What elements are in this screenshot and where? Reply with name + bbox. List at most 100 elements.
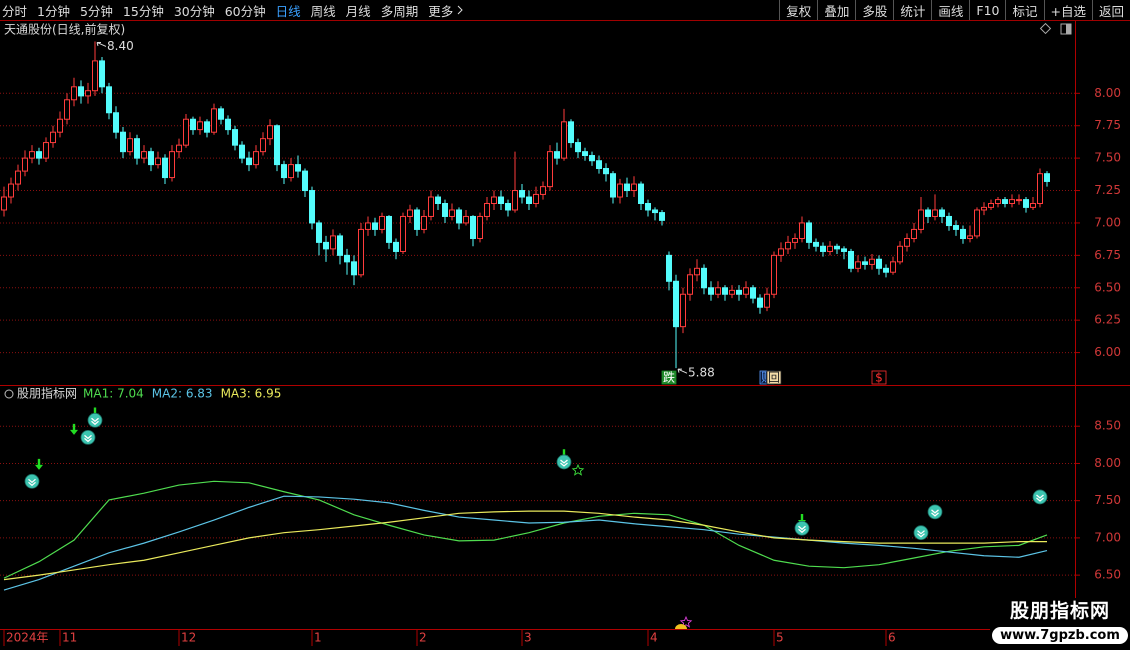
annotation-label: 8.40 <box>107 39 134 53</box>
candle-body <box>673 280 679 328</box>
y-tick-label: 6.75 <box>1094 248 1121 262</box>
event-badge <box>871 370 887 385</box>
tool-button[interactable]: 返回 <box>1091 0 1130 20</box>
candle-body <box>127 138 133 153</box>
candle-body <box>169 151 175 179</box>
candle-body <box>71 86 77 101</box>
candle-body <box>1002 199 1008 205</box>
period-tab[interactable]: 更多 <box>428 3 454 19</box>
candle-body <box>680 293 686 328</box>
tool-button[interactable]: 标记 <box>1005 0 1043 20</box>
candle-body <box>876 258 882 269</box>
tool-button[interactable]: 多股 <box>855 0 893 20</box>
month-label: 12 <box>181 631 196 645</box>
candle-body <box>995 199 1001 205</box>
y-tick-label: 6.00 <box>1094 345 1121 359</box>
candle-body <box>414 209 420 230</box>
signal-dot <box>24 473 40 489</box>
event-badge <box>661 370 677 385</box>
candle-body <box>274 125 280 166</box>
candle-body <box>477 215 483 240</box>
candle-body <box>582 151 588 157</box>
candle-body <box>946 215 952 227</box>
tool-button[interactable]: F10 <box>969 0 1005 20</box>
period-tab[interactable]: 5分钟 <box>79 3 113 19</box>
y-tick-label: 6.50 <box>1094 280 1121 294</box>
candle-body <box>365 222 371 230</box>
candle-body <box>652 209 658 214</box>
tool-button[interactable]: 画线 <box>931 0 969 20</box>
candle-body <box>435 196 441 204</box>
month-label: 2 <box>419 631 427 645</box>
candle-body <box>960 228 966 240</box>
candle-body <box>897 245 903 263</box>
candle-body <box>316 222 322 243</box>
candle-body <box>288 164 294 179</box>
candle-body <box>197 121 203 131</box>
candle-body <box>904 238 910 247</box>
period-tab[interactable]: 1分钟 <box>37 3 70 19</box>
period-tab[interactable]: 周线 <box>310 3 336 19</box>
candle-body <box>204 121 210 133</box>
period-tab[interactable]: 60分钟 <box>224 3 266 19</box>
candle-body <box>344 254 350 263</box>
more-chevron[interactable] <box>456 5 464 15</box>
candle-body <box>701 267 707 289</box>
candle-body <box>925 209 931 217</box>
tool-button[interactable]: +自选 <box>1043 0 1092 20</box>
candle-body <box>99 60 105 88</box>
period-tab[interactable]: 多周期 <box>380 3 419 19</box>
candle-body <box>666 254 672 282</box>
legend-entry: MA1: 7.04 <box>83 387 144 401</box>
candle-body <box>1016 199 1022 202</box>
candle-body <box>750 287 756 299</box>
period-tab[interactable]: 日线 <box>275 3 301 19</box>
candle-body <box>358 228 364 276</box>
period-tab[interactable]: 月线 <box>345 3 371 19</box>
signal-chevron <box>1036 494 1044 502</box>
tool-button[interactable]: 统计 <box>893 0 931 20</box>
candle-body <box>309 190 315 224</box>
month-label: 3 <box>524 631 532 645</box>
candle-body <box>225 118 231 131</box>
candle-body <box>827 245 833 252</box>
y-tick-label: 7.75 <box>1094 118 1121 132</box>
candle-body <box>456 209 462 224</box>
candle-body <box>449 209 455 217</box>
candle-body <box>624 183 630 192</box>
indicator-title: 股朋指标网 <box>17 386 77 401</box>
toolbar: 分时 1分钟 5分钟 15分钟 30分钟 60分钟 日线 周线 月线 多周期 更多 复权 叠加 多股 统计… <box>0 0 1130 20</box>
indicator-line <box>3 480 1048 579</box>
candle-body <box>939 209 945 217</box>
diamond-icon[interactable] <box>1039 22 1052 35</box>
tool-button[interactable]: 叠加 <box>817 0 855 20</box>
candle-body <box>687 274 693 295</box>
candle-body <box>78 86 84 97</box>
signal-dot <box>1032 489 1048 505</box>
candle-body <box>260 138 266 153</box>
tool-button[interactable]: 复权 <box>779 0 817 20</box>
candle-body <box>36 151 42 159</box>
signal-chevron <box>798 525 806 534</box>
period-tab[interactable]: 30分钟 <box>173 3 215 19</box>
period-tab[interactable]: 分时 <box>2 3 28 19</box>
candle-body <box>8 183 14 198</box>
candle-body <box>729 289 735 295</box>
signal-chevron <box>84 434 92 443</box>
month-label: 11 <box>62 631 77 645</box>
candle-body <box>428 196 434 217</box>
period-tab[interactable]: 15分钟 <box>122 3 164 19</box>
legend-entry: MA2: 6.83 <box>152 387 213 401</box>
annotation-label: 5.88 <box>688 366 715 380</box>
candle-body <box>50 131 56 144</box>
signal-chevron <box>91 417 99 426</box>
candle-body <box>1037 173 1043 205</box>
candle-body <box>470 215 476 240</box>
indicator-line <box>3 495 1048 591</box>
candle-body <box>498 196 504 204</box>
indicator-icon[interactable] <box>4 389 14 399</box>
y-tick-label: 7.50 <box>1094 493 1121 507</box>
signal-dot <box>87 412 103 428</box>
candle-body <box>211 108 217 133</box>
